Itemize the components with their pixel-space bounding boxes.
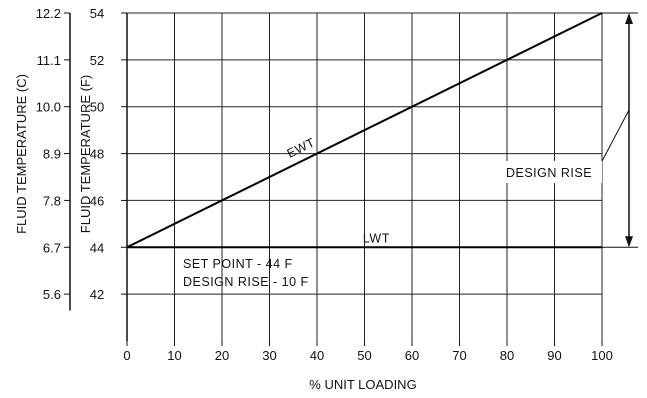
y-tick-label: 44	[90, 240, 104, 255]
x-tick-label: 10	[167, 348, 181, 363]
design-rise-arrowhead-top	[625, 13, 633, 24]
series-line-ewt	[126, 12, 603, 249]
y-tick-label: 54	[90, 6, 104, 21]
x-tick-label: 20	[215, 348, 229, 363]
y-tick-label: 52	[90, 53, 104, 68]
labels: 12.2 11.1 10.0 8.9 7.8 6.7 5.6 0 10 20 30 40 50 60 70 8…	[36, 6, 613, 363]
y-tick-label: 50	[90, 100, 104, 115]
design-rise-label: DESIGN RISE	[506, 166, 592, 180]
x-tick-label: 80	[500, 348, 514, 363]
y-secondary-tick-label: 8.9	[43, 147, 61, 162]
y-secondary-tick-label: 12.2	[36, 6, 61, 21]
y-axis-title-fahrenheit: FLUID TEMPERATURE (F)	[78, 75, 93, 233]
note-design-rise: DESIGN RISE - 10 F	[183, 275, 309, 289]
series-layer	[126, 12, 603, 249]
y-tick-label: 48	[90, 147, 104, 162]
y-secondary-tick-label: 11.1	[37, 53, 61, 68]
y-axis-title-celsius: FLUID TEMPERATURE (C)	[14, 74, 29, 234]
y-secondary-tick-label: 10.0	[36, 100, 61, 115]
x-tick-label: 70	[452, 348, 466, 363]
note-set-point: SET POINT - 44 F	[183, 257, 293, 271]
axes	[64, 12, 638, 346]
y-tick-label: 42	[90, 287, 104, 302]
y-secondary-tick-label: 5.6	[43, 287, 61, 302]
design-rise-arrowhead-bottom	[625, 236, 633, 248]
x-axis-title: % UNIT LOADING	[309, 377, 416, 392]
y-secondary-tick-label: 7.8	[43, 193, 61, 208]
y-secondary-tick-label: 6.7	[43, 240, 61, 255]
x-tick-label: 60	[405, 348, 419, 363]
x-tick-label: 90	[547, 348, 561, 363]
x-tick-label: 40	[310, 348, 324, 363]
x-tick-label: 50	[357, 348, 371, 363]
design-rise-label-bg	[496, 161, 602, 183]
x-tick-label: 100	[591, 348, 613, 363]
x-tick-label: 30	[262, 348, 276, 363]
y-tick-label: 46	[90, 193, 104, 208]
series-label-lwt: LWT	[363, 231, 390, 245]
design-rise-leader	[599, 109, 630, 166]
x-tick-label: 0	[123, 348, 130, 363]
